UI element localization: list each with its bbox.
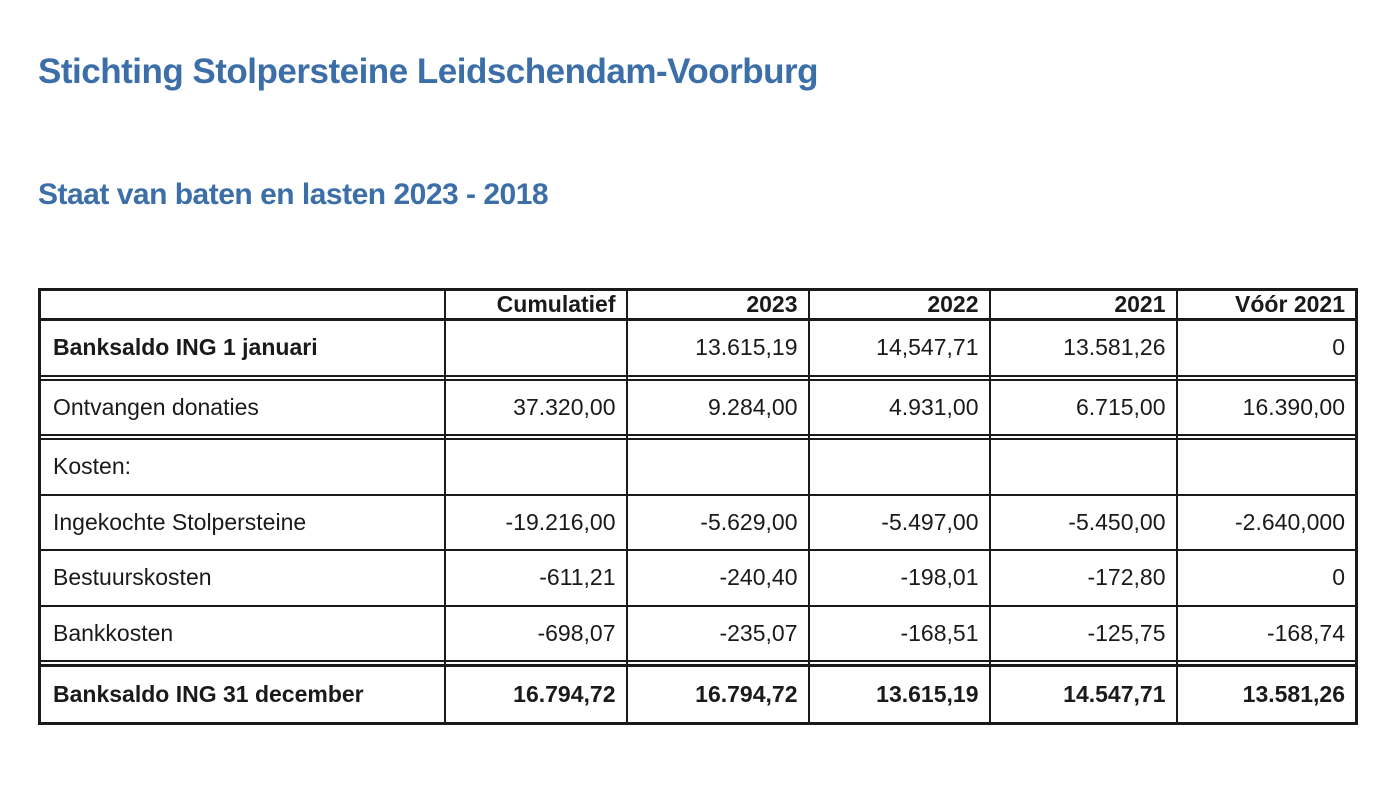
cell-value: 37.320,00 (443, 378, 628, 437)
cell-value: -235,07 (625, 604, 810, 663)
cell-value: -168,74 (1175, 604, 1358, 663)
page-title: Stichting Stolpersteine Leidschendam-Voo… (38, 52, 819, 91)
cell-value: -240,40 (625, 549, 810, 607)
cell-value: 14,547,71 (807, 318, 991, 377)
cell-value: 16.794,72 (625, 664, 810, 725)
cell-value: -125,75 (988, 604, 1178, 663)
row-label: Bankkosten (38, 604, 446, 663)
cell-value: 0 (1175, 549, 1358, 607)
cell-value: 0 (1175, 318, 1358, 377)
cell-value: -5.497,00 (807, 493, 991, 552)
cell-value (443, 318, 628, 377)
cell-value: 13.581,26 (988, 318, 1178, 377)
page-subtitle: Staat van baten en lasten 2023 - 2018 (38, 178, 549, 211)
cell-value: -698,07 (443, 604, 628, 663)
cell-value (443, 438, 628, 496)
column-header-empty (38, 288, 446, 321)
cell-value: 13.615,19 (807, 664, 991, 725)
cell-value: 4.931,00 (807, 378, 991, 437)
row-label: Banksaldo ING 31 december (38, 664, 446, 725)
row-label: Bestuurskosten (38, 549, 446, 607)
row-label: Ingekochte Stolpersteine (38, 493, 446, 552)
row-label: Banksaldo ING 1 januari (38, 318, 446, 377)
column-header: 2022 (807, 288, 991, 321)
row-label: Ontvangen donaties (38, 378, 446, 437)
table-row: Bestuurskosten -611,21 -240,40 -198,01 -172,… (38, 549, 1358, 607)
column-header: Cumulatief (443, 288, 628, 321)
table-row: Ingekochte Stolpersteine -19.216,00 -5.629… (38, 493, 1358, 552)
table-row: Bankkosten -698,07 -235,07 -168,51 -125,75 -1… (38, 604, 1358, 663)
cell-value: -2.640,000 (1175, 493, 1358, 552)
cell-value: -172,80 (988, 549, 1178, 607)
cell-value: -611,21 (443, 549, 628, 607)
cell-value: 13.581,26 (1175, 664, 1358, 725)
table-header-row: Cumulatief 2023 2022 2021 Vóór 2021 (38, 288, 1358, 321)
table-row: Kosten: (38, 438, 1358, 496)
cell-value: -19.216,00 (443, 493, 628, 552)
table-row: Banksaldo ING 31 december 16.794,72 16.794… (38, 664, 1358, 725)
row-label: Kosten: (38, 438, 446, 496)
cell-value: -5.450,00 (988, 493, 1178, 552)
table-row: Ontvangen donaties 37.320,00 9.284,00 4.931… (38, 378, 1358, 437)
cell-value: 9.284,00 (625, 378, 810, 437)
cell-value: -5.629,00 (625, 493, 810, 552)
column-header: 2023 (625, 288, 810, 321)
cell-value (625, 438, 810, 496)
cell-value: 16.794,72 (443, 664, 628, 725)
statement-table: Cumulatief 2023 2022 2021 Vóór 2021 Banksald… (38, 288, 1358, 725)
cell-value (988, 438, 1178, 496)
cell-value: 14.547,71 (988, 664, 1178, 725)
cell-value: -198,01 (807, 549, 991, 607)
cell-value (807, 438, 991, 496)
cell-value: 13.615,19 (625, 318, 810, 377)
cell-value: 16.390,00 (1175, 378, 1358, 437)
column-header: Vóór 2021 (1175, 288, 1358, 321)
table-row: Banksaldo ING 1 januari 13.615,19 14,547,7… (38, 318, 1358, 377)
cell-value (1175, 438, 1358, 496)
cell-value: -168,51 (807, 604, 991, 663)
table-row (38, 660, 1358, 667)
cell-value: 6.715,00 (988, 378, 1178, 437)
column-header: 2021 (988, 288, 1178, 321)
